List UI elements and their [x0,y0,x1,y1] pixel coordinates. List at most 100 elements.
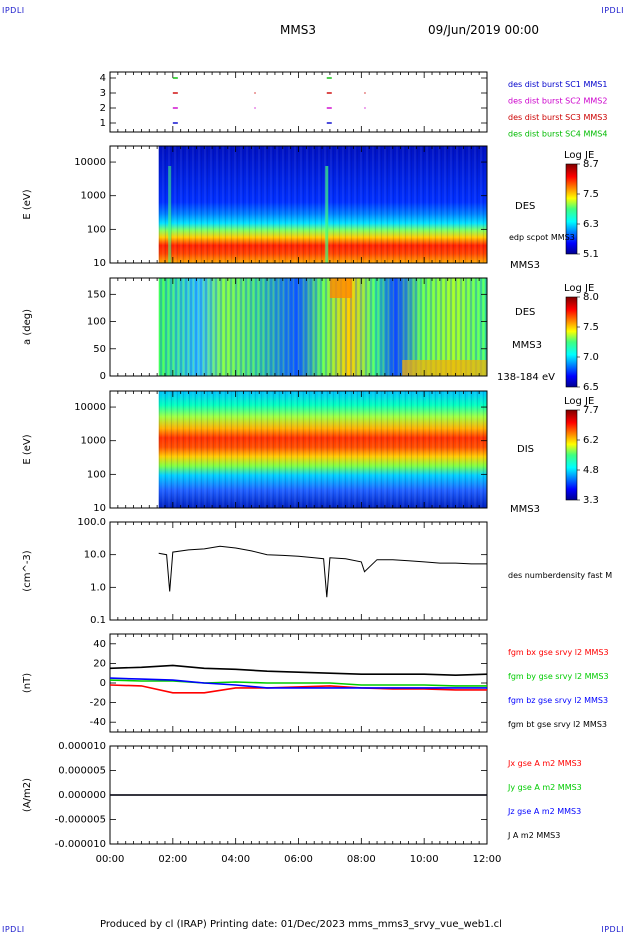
density-tick-label: 100.0 [77,517,106,528]
des-energy-colorbar-tick-label: 7.5 [583,189,599,200]
current-legend-entry: Jx gse A m2 MMS3 [507,759,582,768]
current-legend-entry: J A m2 MMS3 [507,831,560,840]
burst-legend-entry: des dist burst SC2 MMS2 [508,97,607,106]
des-energy-tick-label: 10000 [74,157,106,168]
corner-label-bottom-left: IPDLI [2,925,25,934]
dis-energy-colorbar-tick-label: 4.8 [583,465,599,476]
des-pitch-colorbar-tick-label: 7.5 [583,322,599,333]
current-tick-label: 0.000005 [58,766,106,777]
dis-energy-sc-label: MMS3 [510,504,540,515]
magnetic-field-tick-label: -40 [90,717,106,728]
burst-tick-label: 2 [100,103,106,114]
current-legend-entry: Jy gse A m2 MMS3 [507,783,582,792]
des-energy-texture [158,146,487,263]
des-pitch-colorbar-tick-label: 7.0 [583,352,599,363]
magnetic-field-series-line [109,664,488,677]
current-tick-label: -0.000010 [55,839,106,850]
corner-label-bottom-right: IPDLI [601,925,624,934]
des-energy-scpot-label: edp scpot MMS3 [509,233,575,242]
des-pitch-colorbar [565,296,578,388]
dis-energy-colorbar-tick-label: 6.2 [583,435,599,446]
des-pitch-tick-label: 150 [87,289,106,300]
current-tick-label: 0.000000 [58,790,106,801]
des-pitch-colorbar-tick-label: 8.0 [583,292,599,303]
burst-legend-entry: des dist burst SC4 MMS4 [508,130,607,139]
dis-energy-colorbar-tick-label: 7.7 [583,405,599,416]
x-tick-label: 08:00 [347,854,376,865]
magnetic-field-legend-entry: fgm bx gse srvy l2 MMS3 [508,648,609,657]
dis-energy-tick-label: 1000 [81,436,106,447]
magnetic-field-series-line [109,679,487,687]
des-energy-tick-label: 1000 [81,191,106,202]
des-energy-colorbar-tick-label: 8.7 [583,159,599,170]
des-energy-colorbar-tick-label: 6.3 [583,219,599,230]
dis-energy-tick-label: 10000 [74,402,106,413]
page-title: MMS3 [280,23,316,37]
density-series-label: des numberdensity fast M [508,571,612,580]
magnetic-field-legend-entry: fgm bz gse srvy l2 MMS3 [508,696,608,705]
des-pitch-colorbar-title: Log JE [564,283,594,294]
burst-tick-label: 3 [100,88,106,99]
des-energy-tick-label: 100 [87,224,106,235]
density-series-line [158,545,487,598]
dis-energy-colorbar-tick-label: 3.3 [583,495,599,506]
density-tick-label: 0.1 [90,615,106,626]
x-tick-label: 00:00 [96,854,125,865]
footer-text: Produced by cl (IRAP) Printing date: 01/… [100,919,502,930]
dis-energy-texture [158,391,487,508]
current-ylabel: (A/m2) [22,778,33,812]
magnetic-field-series-line [109,677,487,689]
des-energy-colorbar-tick-label: 5.1 [583,249,599,260]
burst-tick-label: 1 [100,118,106,129]
magnetic-field-tick-label: 20 [93,658,106,669]
des-energy-instrument-label: DES [515,201,535,212]
magnetic-field-tick-label: 0 [100,678,106,689]
density-ylabel: (cm^-3) [22,550,33,591]
des-pitch-tick-label: 50 [93,344,106,355]
des-energy-spike [325,166,329,263]
des-pitch-tick-label: 0 [100,371,106,382]
x-tick-label: 04:00 [221,854,250,865]
des-pitch-tick-label: 100 [87,317,106,328]
density-tick-label: 10.0 [84,550,106,561]
x-tick-label: 12:00 [473,854,502,865]
current-tick-label: -0.000005 [55,815,106,826]
x-tick-label: 02:00 [158,854,187,865]
des-pitch-colorbar-tick-label: 6.5 [583,382,599,393]
burst-tick-label: 4 [100,73,106,84]
current-tick-label: 0.000010 [58,741,106,752]
des-pitch-hotspot [402,360,487,376]
des-pitch-energy-label: 138-184 eV [497,372,555,383]
burst-legend-entry: des dist burst SC3 MMS3 [508,113,607,122]
current-legend-entry: Jz gse A m2 MMS3 [507,807,581,816]
dis-energy-tick-label: 100 [87,469,106,480]
magnetic-field-tick-label: -20 [90,698,106,709]
des-pitch-instrument-label: DES [515,307,535,318]
magnetic-field-tick-label: 40 [93,639,106,650]
dis-energy-colorbar [565,409,578,501]
magnetic-field-ylabel: (nT) [22,673,33,693]
des-pitch-ylabel: a (deg) [22,309,33,345]
des-pitch-hotspot [329,278,352,298]
density-tick-label: 1.0 [90,582,106,593]
x-tick-label: 06:00 [284,854,313,865]
dis-energy-instrument-label: DIS [517,444,534,455]
des-pitch-texture [158,278,487,376]
corner-label-top-right: IPDLI [601,6,624,15]
des-energy-ylabel: E (eV) [22,189,33,219]
burst-panel-frame [109,71,488,133]
dis-energy-ylabel: E (eV) [22,434,33,464]
magnetic-field-legend-entry: fgm by gse srvy l2 MMS3 [508,672,609,681]
burst-legend-entry: des dist burst SC1 MMS1 [508,80,607,89]
des-energy-spike [168,166,172,263]
corner-label-top-left: IPDLI [2,6,25,15]
magnetic-field-legend-entry: fgm bt gse srvy l2 MMS3 [508,720,607,729]
des-energy-colorbar-title: Log JE [564,150,594,161]
dis-energy-colorbar-title: Log JE [564,396,594,407]
dis-energy-tick-label: 10 [93,503,106,514]
x-tick-label: 10:00 [410,854,439,865]
des-energy-sc-label: MMS3 [510,260,540,271]
des-energy-tick-label: 10 [93,258,106,269]
density-panel-frame [109,521,488,621]
